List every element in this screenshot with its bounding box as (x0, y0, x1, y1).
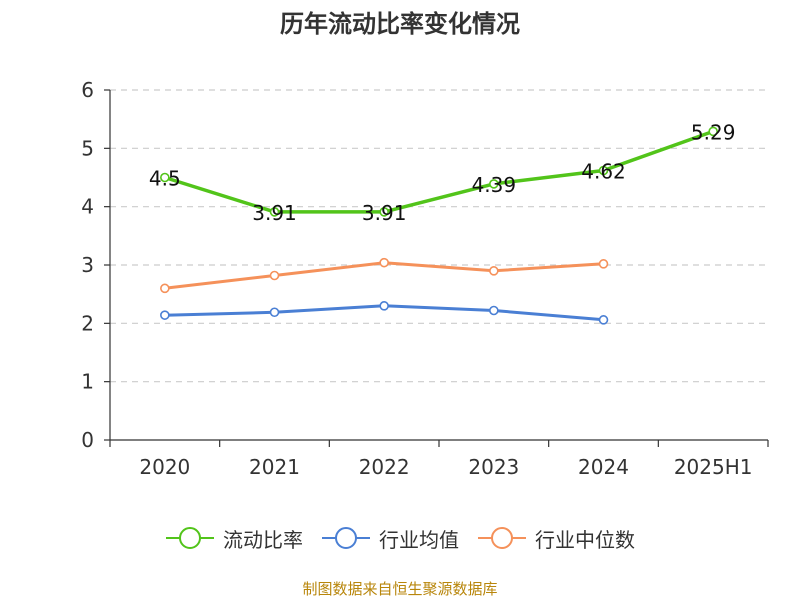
chart-title: 历年流动比率变化情况 (280, 10, 520, 38)
legend: 流动比率 行业均值 行业中位数 (0, 518, 800, 558)
source-note: 制图数据来自恒生聚源数据库 (302, 580, 498, 598)
data-point (269, 207, 280, 217)
legend-item-2[interactable]: 行业均值 (321, 524, 459, 553)
data-label: 3.91 (252, 201, 297, 225)
y-tick-label: 4 (81, 195, 94, 219)
data-point (489, 179, 499, 189)
data-point (160, 172, 170, 183)
x-tick-label: 2020 (139, 455, 190, 479)
data-point (379, 301, 389, 311)
data-point (598, 315, 609, 325)
series-lines (160, 126, 718, 325)
y-tick-label: 1 (81, 370, 94, 394)
data-label: 3.91 (362, 201, 407, 225)
data-point (269, 307, 280, 318)
legend-item-3[interactable]: 行业中位数 (477, 524, 635, 553)
data-label: 4.5 (149, 167, 181, 191)
data-point (489, 266, 499, 276)
x-tick-label: 2025H1 (674, 455, 753, 479)
data-point (379, 207, 389, 217)
data-point (598, 259, 609, 269)
x-tick-label: 2023 (468, 455, 519, 479)
legend-circle (335, 527, 357, 549)
data-point (160, 310, 170, 320)
legend-label: 流动比率 (223, 527, 303, 552)
legend-marker (478, 527, 526, 549)
axes: 0 1 2 3 4 5 6 2020 2021 2022 2023 2024 2025H1 (81, 78, 769, 479)
data-label: 5.29 (691, 120, 736, 144)
data-point (160, 283, 170, 294)
x-tick-label: 2022 (359, 455, 410, 479)
series-line-1 (164, 129, 714, 214)
data-label: 4.62 (581, 160, 626, 184)
x-tick-label: 2024 (578, 455, 629, 479)
data-point (379, 257, 389, 268)
legend-item-1[interactable]: 流动比率 (165, 524, 303, 553)
legend-marker (166, 527, 214, 549)
data-point (708, 126, 718, 137)
data-labels: 4.5 3.91 3.91 4.39 4.62 5.29 (149, 120, 736, 225)
legend-circle (179, 527, 201, 549)
data-label: 4.39 (472, 173, 517, 197)
legend-circle (491, 527, 513, 549)
y-tick-label: 6 (81, 78, 94, 102)
data-point (489, 305, 499, 316)
y-tick-label: 0 (81, 428, 94, 452)
legend-label: 行业中位数 (535, 527, 635, 552)
y-tick-label: 3 (81, 253, 94, 277)
legend-label: 行业均值 (379, 527, 459, 552)
data-point (269, 270, 280, 281)
data-point (598, 165, 609, 176)
y-tick-label: 2 (81, 311, 94, 335)
y-tick-label: 5 (81, 136, 94, 160)
legend-marker (322, 527, 370, 549)
grid-lines (110, 89, 768, 383)
x-tick-label: 2021 (249, 455, 300, 479)
